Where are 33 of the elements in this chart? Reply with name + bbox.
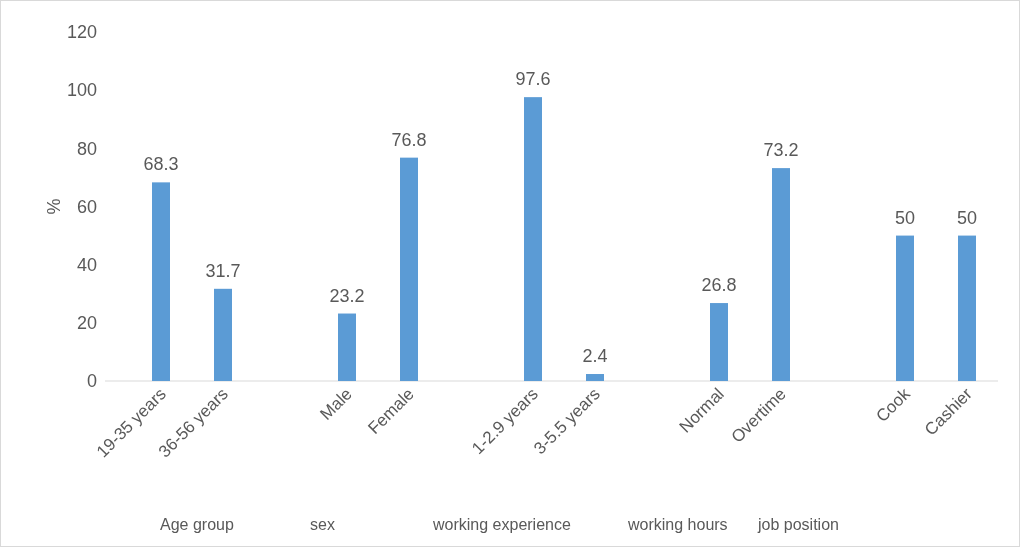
data-label: 50 bbox=[956, 207, 978, 228]
bar bbox=[152, 182, 170, 381]
y-tick-label: 120 bbox=[66, 22, 97, 43]
y-tick-label: 100 bbox=[66, 80, 97, 101]
bar bbox=[524, 97, 542, 381]
text: working hours bbox=[627, 516, 728, 533]
bar bbox=[586, 374, 604, 381]
data-label: 73.2 bbox=[763, 140, 799, 161]
text: working experience bbox=[432, 516, 571, 533]
y-tick-label: 0 bbox=[86, 371, 97, 392]
data-label: 31.7 bbox=[205, 260, 241, 281]
bar bbox=[710, 303, 728, 381]
data-label: 50 bbox=[894, 207, 916, 228]
data-label: 2.4 bbox=[582, 346, 608, 367]
data-label: 26.8 bbox=[701, 275, 737, 296]
text: job position bbox=[757, 516, 839, 533]
data-label: 68.3 bbox=[143, 154, 179, 175]
bar bbox=[400, 157, 418, 381]
bar bbox=[772, 168, 790, 381]
data-label: 23.2 bbox=[329, 285, 365, 306]
bar bbox=[338, 313, 356, 381]
bar bbox=[214, 288, 232, 381]
bar bbox=[896, 235, 914, 381]
y-tick-label: 20 bbox=[76, 313, 97, 334]
data-label: 97.6 bbox=[515, 69, 551, 90]
text: sex bbox=[310, 516, 335, 533]
y-axis-title: % bbox=[44, 198, 64, 215]
data-label: 76.8 bbox=[391, 129, 427, 150]
bar bbox=[958, 235, 976, 381]
y-tick-label: 80 bbox=[76, 138, 97, 159]
y-tick-label: 40 bbox=[76, 254, 97, 275]
y-tick-label: 60 bbox=[76, 196, 97, 217]
text: Age group bbox=[160, 516, 234, 533]
